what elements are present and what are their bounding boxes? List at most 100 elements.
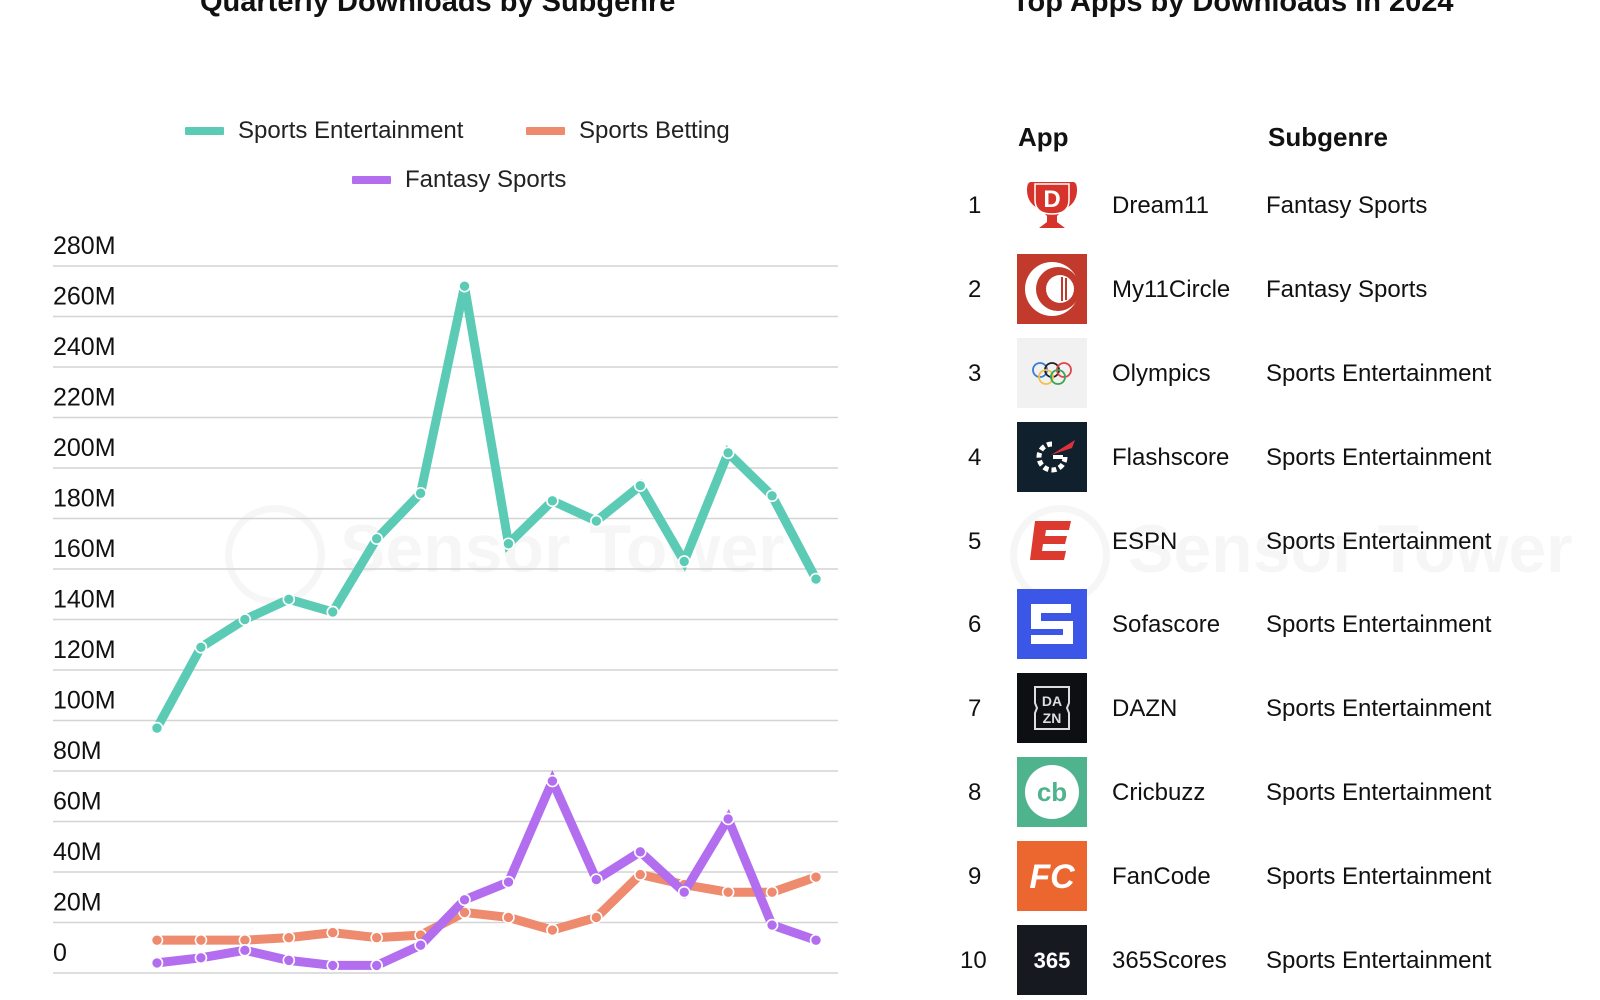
data-point[interactable]: Fantasy Sports Q14: 61M [721,812,735,826]
data-point[interactable]: Fantasy Sports Q8: 29M [458,893,471,907]
table-row[interactable]: 4 Flashscore Sports Entertainment [0,422,1600,492]
legend-swatch-sports-entertainment [185,127,224,135]
y-axis-ticks: 0 20M 40M 60M 80M 100M 120M 140M 160M 180M 200M 220… [53,232,116,967]
y-tick-label: 40M [53,838,102,866]
data-point[interactable]: Fantasy Sports Q12: 48M [633,845,647,859]
table-row[interactable]: 10 365 365Scores Sports Entertainment [0,925,1600,995]
data-point[interactable]: Sports Betting Q12: 39M [633,868,647,881]
data-point[interactable]: Sports Betting Q11: 22M [590,911,603,924]
table-row[interactable]: 7 DA ZN DAZN Sports Entertainment [0,673,1600,743]
app-name[interactable]: Dream11 [1112,192,1209,219]
series-line [157,869,818,945]
y-tick-label: 180M [53,485,116,513]
table-row[interactable]: 9 FC FanCode Sports Entertainment [0,841,1600,911]
data-point[interactable]: Sports Entertainment Q16: 156M [809,572,823,586]
data-point[interactable]: Fantasy Sports Q15: 19M [765,918,779,932]
app-name[interactable]: Flashscore [1112,444,1230,471]
data-point[interactable]: Fantasy Sports Q5: 3M [326,959,340,972]
rank: 8 [968,779,982,806]
y-tick-label: 240M [53,333,116,361]
data-point[interactable]: Sports Betting Q16: 38M [809,870,823,884]
legend-label: Sports Betting [579,117,730,144]
rank: 2 [968,276,982,303]
table-row[interactable]: 8 cb Cricbuzz Sports Entertainment [0,757,1600,827]
app-name[interactable]: Olympics [1112,360,1211,387]
data-point[interactable]: Fantasy Sports Q3: 9M [238,943,252,957]
data-point[interactable]: Sports Entertainment Q8: 272M [458,279,471,293]
svg-text:ZN: ZN [1043,710,1062,726]
legend-item-sports-entertainment[interactable]: Sports Entertainment [185,117,463,145]
data-point[interactable]: Fantasy Sports Q1: 4M [150,956,164,970]
data-point[interactable]: Sports Entertainment Q12: 193M [633,479,647,492]
legend-item-fantasy-sports[interactable]: Fantasy Sports [352,166,566,194]
rank: 3 [968,360,982,387]
data-point[interactable]: Sports Entertainment Q2: 129M [194,640,208,654]
data-point[interactable]: Fantasy Sports Q9: 36M [502,875,515,889]
data-point[interactable]: Sports Entertainment Q13: 163M [677,555,691,568]
table-row[interactable]: 3 Olympics Sports Entertainment [0,338,1600,408]
data-point[interactable]: Sports Entertainment Q7: 190M [414,486,427,500]
data-point[interactable]: Sports Betting Q5: 16M [326,926,340,939]
app-name[interactable]: DAZN [1112,695,1178,722]
data-point[interactable]: Sports Betting Q2: 13M [194,933,208,947]
app-name[interactable]: ESPN [1112,528,1178,555]
data-point[interactable]: Sports Betting Q1: 13M [150,933,164,947]
data-point[interactable]: Sports Betting Q9: 22M [502,911,515,924]
data-point[interactable]: Fantasy Sports Q13: 32M [677,885,691,899]
table-row[interactable]: 1 D Dream11 Fantasy Sports [0,170,1600,240]
data-point[interactable]: Sports Entertainment Q15: 189M [765,489,779,503]
series-sports-betting: Sports Betting Q1: 13M Sports Betting Q2:… [150,868,823,947]
data-point[interactable]: Sports Betting Q15: 32M [765,885,779,899]
svg-text:D: D [1043,186,1060,213]
data-point[interactable]: Sports Entertainment Q3: 140M [238,613,252,626]
data-point[interactable]: Fantasy Sports Q10: 76M [546,774,559,788]
data-point[interactable]: Sports Entertainment Q4: 148M [282,592,296,606]
app-name[interactable]: FanCode [1112,863,1211,890]
app-name[interactable]: 365Scores [1112,947,1227,974]
flashscore-gauge-icon [1017,422,1087,492]
data-point[interactable]: Fantasy Sports Q4: 5M [282,954,296,967]
app-subgenre: Sports Entertainment [1266,863,1492,890]
table-row[interactable]: 6 Sofascore Sports Entertainment [0,589,1600,659]
data-point[interactable]: Sports Betting Q4: 14M [282,931,296,944]
y-tick-label: 0 [53,939,67,967]
data-point[interactable]: Sports Betting Q10: 17M [546,923,559,937]
svg-text:DA: DA [1042,693,1062,709]
data-point[interactable]: Sports Entertainment Q1: 97M [150,721,164,735]
olympic-rings-icon [1017,338,1087,408]
series-sports-entertainment: Sports Entertainment Q1: 97M Sports Enter… [150,279,823,735]
data-point[interactable]: Sports Betting Q14: 32M [721,885,735,899]
data-point[interactable]: Sports Betting Q8: 24M [458,906,471,919]
data-point[interactable]: Fantasy Sports Q11: 37M [590,873,603,886]
data-point[interactable]: Fantasy Sports Q16: 13M [809,933,823,947]
y-tick-label: 80M [53,737,102,765]
rank: 4 [968,444,982,471]
y-tick-label: 60M [53,788,102,816]
y-tick-label: 280M [53,232,116,260]
data-point[interactable]: Fantasy Sports Q6: 3M [370,959,383,972]
app-subgenre: Sports Entertainment [1266,947,1492,974]
legend-item-sports-betting[interactable]: Sports Betting [526,117,730,145]
y-tick-label: 200M [53,434,116,462]
data-point[interactable]: Sports Entertainment Q14: 206M [721,446,735,460]
data-point[interactable]: Sports Betting Q6: 14M [370,931,383,944]
data-point[interactable]: Sports Entertainment Q11: 179M [590,514,603,528]
data-point[interactable]: Sports Entertainment Q6: 172M [370,532,383,546]
data-point[interactable]: Fantasy Sports Q7: 11M [414,938,427,952]
svg-text:FC: FC [1029,858,1075,896]
series-fantasy-sports: Fantasy Sports Q1: 4M Fantasy Sports Q2: … [150,769,823,972]
app-subgenre: Sports Entertainment [1266,611,1492,638]
data-point[interactable]: Sports Entertainment Q9: 170M [502,537,515,551]
legend-label: Sports Entertainment [238,117,464,144]
app-name[interactable]: Sofascore [1112,611,1221,638]
sofascore-s-icon [1017,589,1087,659]
data-point[interactable]: Sports Entertainment Q10: 187M [546,494,559,508]
table-row[interactable]: 2 My11Circle Fantasy Sports [0,254,1600,324]
chart-title: Quarterly Downloads by Subgenre [200,0,676,18]
data-point[interactable]: Fantasy Sports Q2: 6M [194,951,208,965]
app-name[interactable]: My11Circle [1112,276,1231,303]
data-point[interactable]: Sports Entertainment Q5: 143M [326,605,340,619]
app-name[interactable]: Cricbuzz [1112,779,1206,806]
table-row[interactable]: 5 ESPN Sports Entertainment [0,506,1600,576]
svg-text:cb: cb [1037,777,1067,807]
